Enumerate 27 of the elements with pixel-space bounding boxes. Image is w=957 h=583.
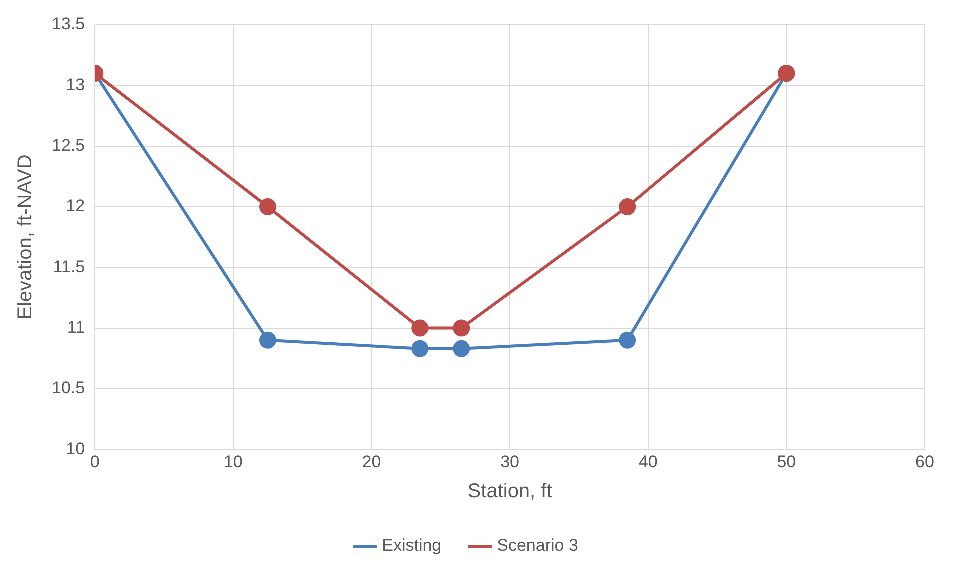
x-tick-label: 0 [90,452,100,472]
x-tick-label: 20 [362,452,382,472]
x-tick-label: 60 [916,452,934,472]
x-axis-title: Station, ft [468,480,553,503]
y-tick-label: 12.5 [52,136,86,155]
x-tick-label: 40 [638,452,658,472]
point [259,332,276,349]
y-tick-label: 13.5 [52,14,86,34]
y-tick-label: 11.5 [53,257,86,276]
point [619,198,636,216]
y-tick-label: 11 [67,318,86,337]
x-tick-label: 30 [500,452,520,472]
point [259,198,276,216]
point [412,320,429,337]
legend-label: Scenario 3 [497,536,578,556]
y-axis-title: Elevation, ft-NAVD [14,154,37,320]
point [453,340,470,358]
point [453,320,470,337]
x-tick-label: 50 [777,452,796,472]
x-tick-label: 10 [224,452,243,472]
y-tick-label: 10.5 [52,378,86,398]
point [412,340,429,358]
y-tick-label: 10 [66,439,86,458]
y-tick-label: 13 [66,75,86,94]
point [619,332,636,349]
legend-label: Existing [382,536,442,556]
y-tick-label: 12 [66,196,86,216]
